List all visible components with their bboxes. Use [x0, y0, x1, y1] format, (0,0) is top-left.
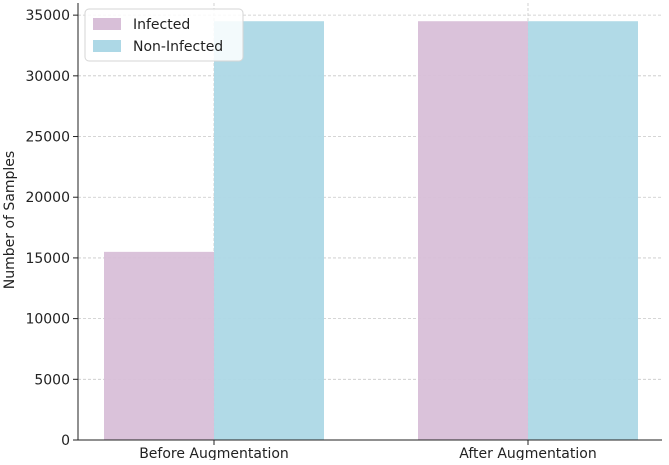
y-tick-label: 15000 — [25, 251, 70, 267]
y-tick-label: 35000 — [25, 8, 70, 24]
legend-box — [84, 8, 244, 62]
legend-swatch — [93, 40, 121, 52]
bar-non-infected-0 — [214, 21, 324, 440]
x-axis-ticks: Before Augmentation After Augmentation — [139, 440, 597, 462]
y-tick-label: 0 — [61, 433, 70, 449]
y-tick-label: 10000 — [25, 312, 70, 328]
y-tick-label: 30000 — [25, 69, 70, 85]
bar-infected-1 — [418, 21, 528, 440]
legend-label: Infected — [133, 17, 190, 33]
x-tick-label: Before Augmentation — [139, 446, 289, 460]
legend: Infected Non-Infected — [84, 8, 244, 62]
bar-infected-0 — [104, 251, 214, 440]
x-tick-label: After Augmentation — [459, 446, 596, 460]
y-axis-ticks: 0 5000 10000 15000 20000 25000 30000 35000 — [25, 8, 78, 449]
legend-swatch — [93, 18, 121, 30]
y-tick-label: 25000 — [25, 130, 70, 146]
legend-label: Non-Infected — [133, 39, 223, 55]
bars — [104, 21, 638, 440]
y-tick-label: 20000 — [25, 190, 70, 206]
y-tick-label: 5000 — [34, 372, 70, 388]
y-axis-label: Number of Samples — [2, 151, 18, 289]
bar-non-infected-1 — [528, 21, 638, 440]
